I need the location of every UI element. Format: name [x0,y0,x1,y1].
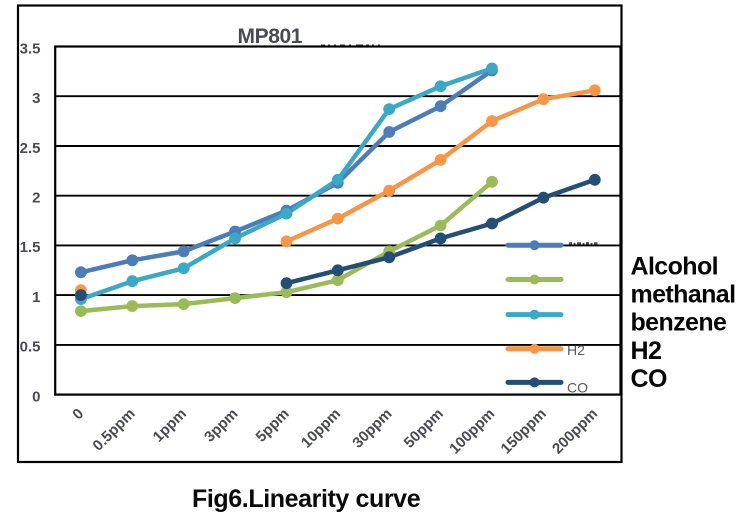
svg-text:Alcohol: Alcohol [631,253,718,281]
svg-text:0: 0 [32,388,40,405]
svg-text:H2: H2 [567,342,585,358]
svg-text:Fig6.Linearity curve: Fig6.Linearity curve [192,485,421,513]
svg-text:3: 3 [32,90,40,107]
svg-text:1: 1 [32,289,40,306]
svg-text:methanal: methanal [631,281,736,309]
svg-text:3.5: 3.5 [20,40,41,57]
svg-text:2: 2 [32,190,40,207]
svg-text:CO: CO [567,380,588,396]
svg-text:2.5: 2.5 [20,140,41,157]
svg-text:MP801: MP801 [238,25,303,48]
svg-text:H2: H2 [631,337,662,365]
svg-text:1.5: 1.5 [20,239,41,256]
svg-text:CO: CO [631,365,667,393]
svg-text:benzene: benzene [631,309,728,337]
svg-text:0.5: 0.5 [20,339,41,356]
